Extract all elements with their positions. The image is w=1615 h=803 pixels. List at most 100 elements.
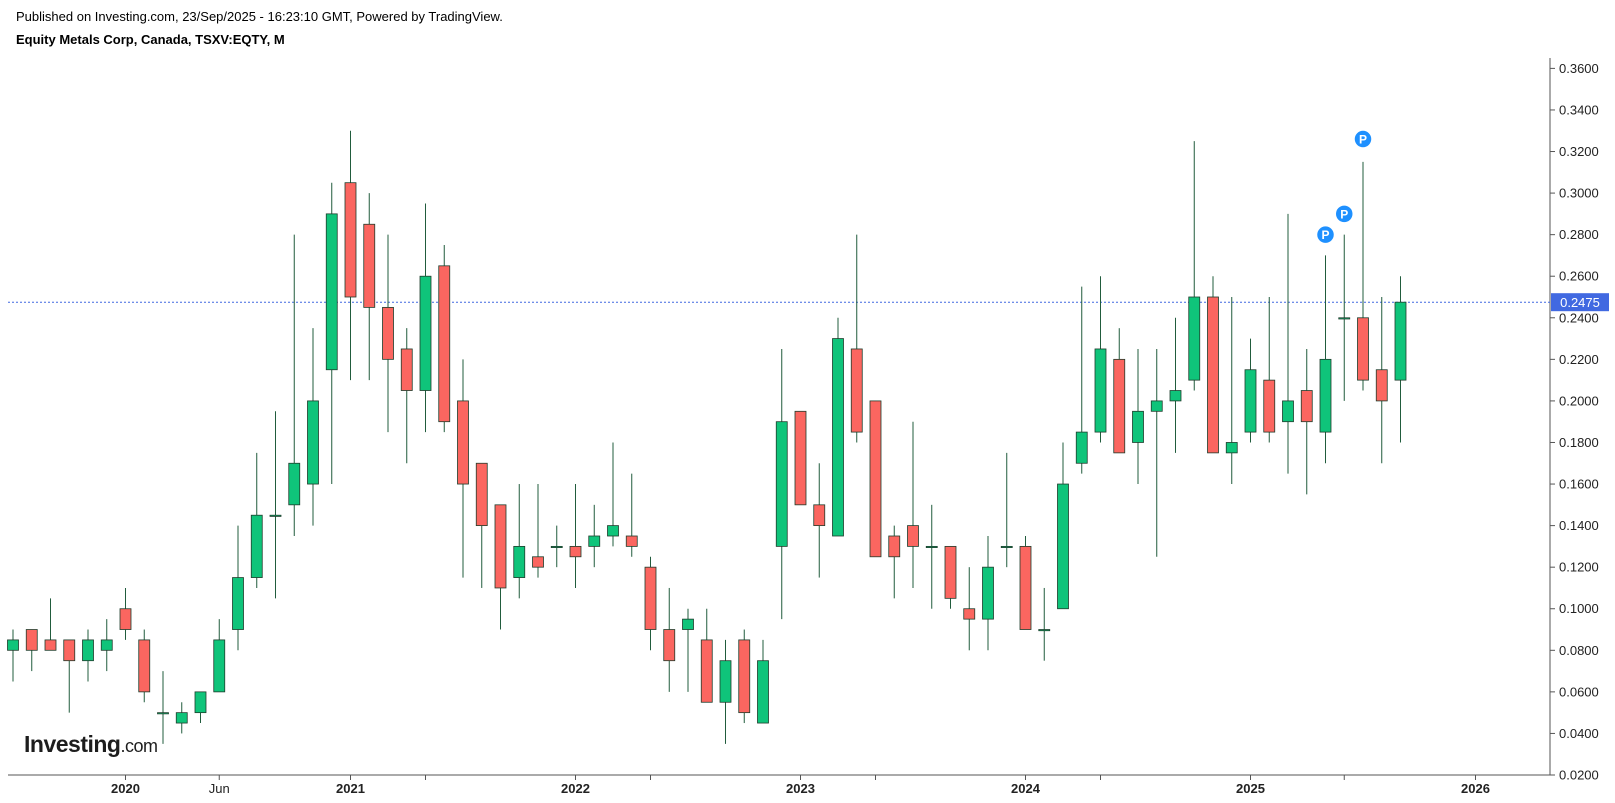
pivot-marker[interactable]: P: [1334, 204, 1354, 224]
candle-body: [925, 545, 938, 548]
candle: [738, 629, 751, 724]
candle-body: [869, 400, 882, 558]
candle-body: [550, 545, 563, 548]
candles: [7, 130, 1407, 744]
candle: [925, 504, 938, 609]
candle-body: [382, 306, 394, 360]
price-tick-label: 0.2400: [1559, 310, 1599, 325]
pivot-marker-circle[interactable]: [1315, 224, 1336, 245]
candle-body: [82, 639, 94, 662]
candle: [1057, 442, 1069, 610]
candle-body: [813, 504, 826, 527]
time-tick-label: 2022: [561, 781, 590, 796]
candle: [719, 639, 732, 744]
candle-body: [157, 712, 169, 715]
candle-body: [832, 338, 844, 537]
last-price-label: 0.2475: [1560, 295, 1600, 310]
candle: [494, 504, 507, 630]
pivot-marker-circle[interactable]: [1353, 129, 1373, 149]
candle-body: [1038, 629, 1051, 632]
candle-body: [438, 265, 451, 423]
candle-body: [513, 545, 526, 578]
candle: [1357, 161, 1369, 391]
candle-body: [907, 525, 919, 547]
time-tick-label: 2023: [786, 781, 815, 796]
price-tick-label: 0.2800: [1559, 227, 1599, 242]
price-axis: 0.0200 0.0400 0.0600 0.0800 0.1000 0.1200 0.14…: [1550, 61, 1599, 783]
candle-body: [25, 629, 38, 651]
candle-body: [363, 223, 376, 308]
candle: [982, 536, 994, 651]
candle: [963, 567, 976, 651]
candle-body: [400, 348, 413, 391]
candle: [1075, 286, 1088, 474]
candle: [588, 504, 601, 568]
candle-body: [982, 566, 994, 620]
candle: [1132, 348, 1144, 485]
pivot-marker[interactable]: P: [1353, 129, 1373, 149]
pivot-marker-label: P: [1321, 228, 1329, 242]
candle: [907, 421, 919, 588]
time-axis: 2020 Jun 2021 2022 2023 2024 2025 2026: [111, 775, 1490, 796]
candle-body: [457, 400, 469, 485]
candle-body: [194, 691, 207, 714]
candle: [1319, 255, 1332, 464]
candle: [194, 691, 207, 724]
candle-body: [1319, 358, 1332, 433]
candle-body: [1019, 545, 1032, 630]
candle-body: [682, 618, 694, 630]
markers[interactable]: PPP: [1315, 129, 1373, 245]
price-tick-label: 0.0600: [1559, 684, 1599, 699]
candle-body: [663, 629, 676, 662]
candle-body: [119, 608, 132, 630]
candle: [1113, 328, 1126, 454]
candle-body: [1000, 545, 1013, 548]
candle: [325, 182, 338, 485]
time-tick-label: Jun: [209, 781, 230, 796]
candle-body: [1263, 379, 1276, 433]
candle: [44, 598, 57, 651]
price-tick-label: 0.3600: [1559, 61, 1599, 76]
candle: [1375, 297, 1388, 464]
pivot-marker-label: P: [1340, 207, 1348, 221]
candle-body: [1188, 296, 1201, 381]
candle: [682, 608, 694, 692]
candle: [400, 328, 413, 464]
candle-body: [7, 639, 19, 651]
candle: [550, 525, 563, 568]
candle: [457, 359, 469, 578]
candle: [1263, 297, 1276, 443]
candle-body: [63, 639, 76, 662]
candle: [1244, 338, 1257, 443]
investing-logo: Investing.com: [24, 731, 158, 758]
candle: [757, 639, 769, 724]
candle: [382, 234, 394, 433]
candle-body: [307, 400, 319, 485]
candle: [25, 629, 38, 672]
candle: [794, 410, 807, 506]
price-tick-label: 0.3200: [1559, 144, 1599, 159]
pivot-marker-circle[interactable]: [1334, 204, 1354, 224]
pivot-marker[interactable]: P: [1315, 224, 1336, 245]
candle-body: [494, 504, 507, 589]
price-tick-label: 0.1200: [1559, 560, 1599, 575]
candle: [869, 400, 882, 558]
candle: [1000, 452, 1013, 568]
price-tick-label: 0.2200: [1559, 352, 1599, 367]
candle: [663, 587, 676, 692]
candle-body: [1244, 369, 1257, 433]
candle-body: [888, 535, 901, 558]
candle-body: [738, 639, 751, 714]
candle-body: [1394, 301, 1407, 381]
time-tick-label: 2026: [1461, 781, 1490, 796]
candle: [475, 462, 488, 588]
price-tick-label: 0.1600: [1559, 477, 1599, 492]
price-tick-label: 0.1400: [1559, 518, 1599, 533]
candle: [1338, 234, 1351, 401]
published-caption: Published on Investing.com, 23/Sep/2025 …: [16, 9, 503, 24]
price-tick-label: 0.1800: [1559, 435, 1599, 450]
candle: [363, 193, 376, 381]
price-tick-label: 0.2600: [1559, 269, 1599, 284]
candle: [100, 619, 113, 672]
